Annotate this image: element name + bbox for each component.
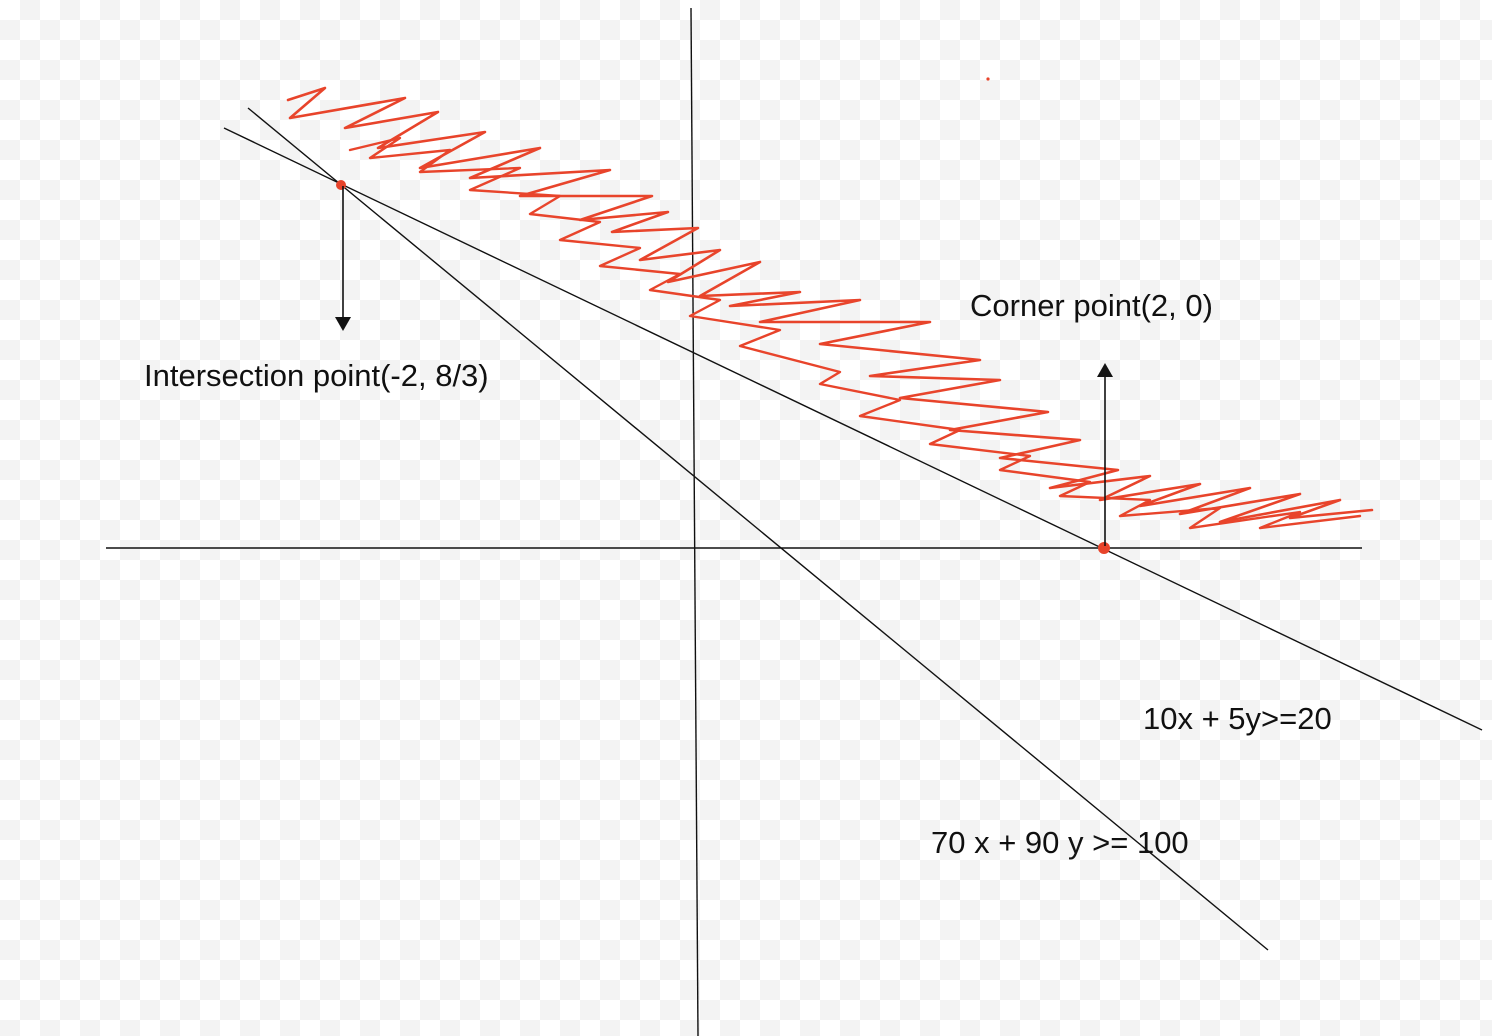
feasible-region-shading	[286, 86, 1374, 524]
constraint-line-10x-5y	[223, 127, 1483, 731]
corner-point-label: Corner point(2, 0)	[970, 288, 1213, 323]
constraint-line-70x-90y	[247, 107, 1269, 951]
y-axis	[690, 7, 699, 1036]
corner-point-dot	[1098, 542, 1110, 554]
constraint-1-label: 10x + 5y>=20	[1143, 701, 1332, 736]
stray-dot	[986, 77, 990, 81]
intersection-point-label: Intersection point(-2, 8/3)	[144, 358, 489, 393]
intersection-point-dot	[336, 180, 346, 190]
constraint-2-label: 70 x + 90 y >= 100	[931, 825, 1189, 860]
feasible-region-shading-inner	[348, 136, 1362, 530]
